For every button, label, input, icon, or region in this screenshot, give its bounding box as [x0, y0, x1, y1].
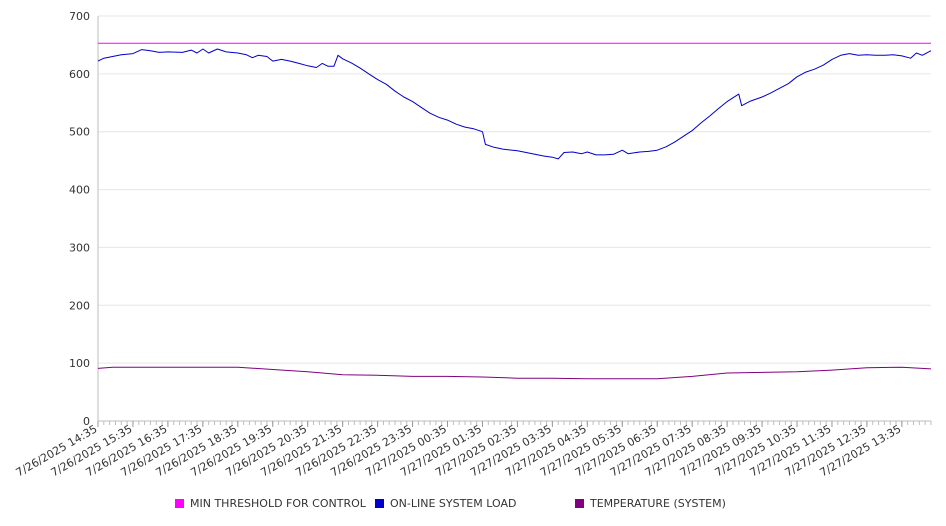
chart-legend: MIN THRESHOLD FOR CONTROL ON-LINE SYSTEM…	[0, 497, 946, 515]
y-tick-label: 700	[69, 10, 90, 23]
y-tick-label: 100	[69, 357, 90, 370]
legend-swatch-min-threshold	[175, 499, 184, 508]
legend-item-min-threshold[interactable]: MIN THRESHOLD FOR CONTROL	[175, 497, 366, 510]
legend-item-system-load[interactable]: ON-LINE SYSTEM LOAD	[375, 497, 516, 510]
y-tick-label: 400	[69, 184, 90, 197]
y-tick-label: 200	[69, 299, 90, 312]
legend-item-temperature[interactable]: TEMPERATURE (SYSTEM)	[575, 497, 726, 510]
y-tick-label: 600	[69, 68, 90, 81]
series-line-temperature	[97, 366, 932, 380]
legend-label-min-threshold: MIN THRESHOLD FOR CONTROL	[190, 497, 366, 510]
series-line-system-load	[97, 48, 932, 160]
y-tick-label: 300	[69, 241, 90, 254]
legend-swatch-system-load	[375, 499, 384, 508]
legend-swatch-temperature	[575, 499, 584, 508]
y-tick-label: 500	[69, 126, 90, 139]
y-tick-label: 0	[83, 415, 90, 428]
legend-label-system-load: ON-LINE SYSTEM LOAD	[390, 497, 517, 510]
legend-label-temperature: TEMPERATURE (SYSTEM)	[590, 497, 726, 510]
